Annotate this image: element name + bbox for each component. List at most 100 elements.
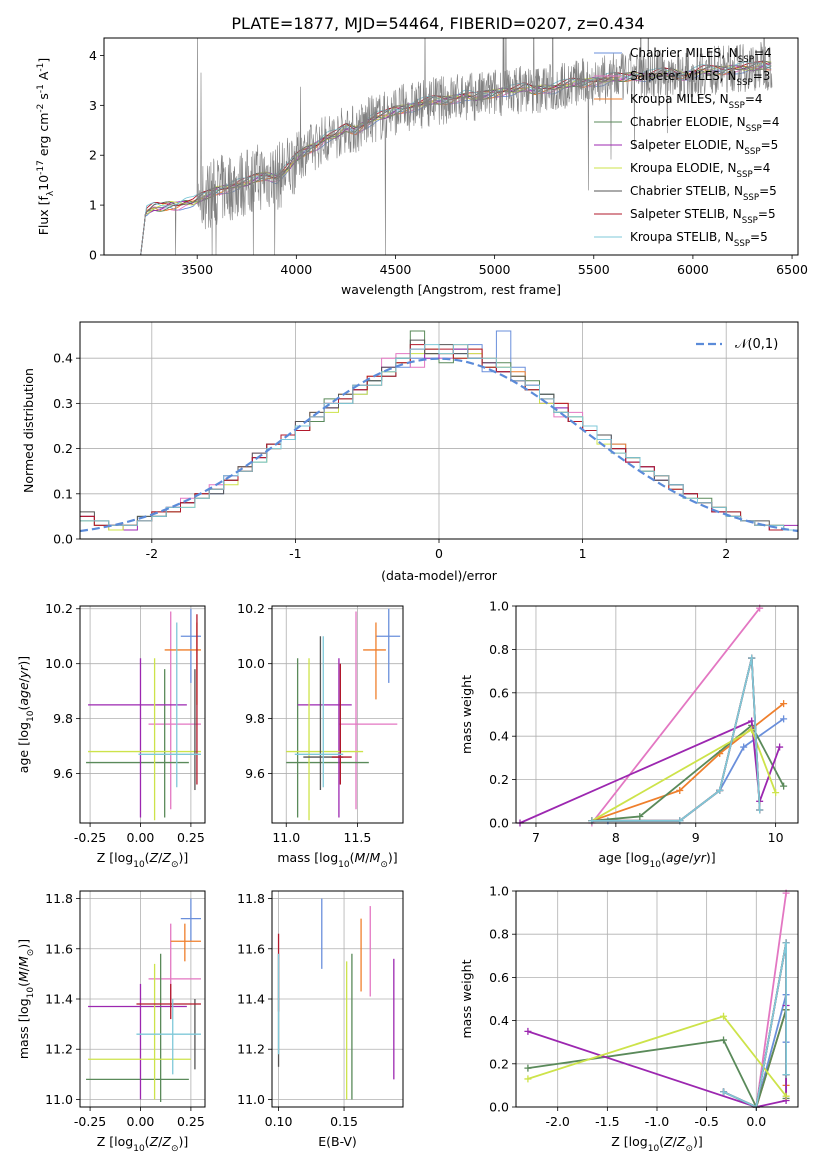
gaussian-curve	[79, 357, 799, 533]
y-tick-label: 9.8	[53, 711, 73, 726]
x-tick-label: 0.00	[127, 1114, 155, 1129]
mass-weight-vs-age-plot-area	[516, 604, 788, 827]
mass-weight-line	[723, 942, 787, 1109]
x-tick-label: -0.25	[74, 1114, 106, 1129]
x-tick-label: 0.00	[127, 830, 155, 845]
y-tick-label: 11.2	[237, 1042, 265, 1057]
marker-plus	[748, 726, 756, 734]
mass-weight-vs-Z-x-label: Z [log10(Z/Z⊙)]	[611, 1134, 703, 1154]
legend-entry: Chabrier ELODIE, NSSP=4	[630, 115, 779, 134]
x-tick-label: -1	[289, 546, 301, 561]
marker-plus	[782, 939, 790, 947]
y-tick-label: 10.2	[45, 601, 73, 616]
mass-vs-EBV-grid	[272, 891, 403, 1107]
age-vs-Z-frame	[79, 605, 206, 824]
y-tick-label: 0.8	[489, 927, 509, 942]
age-vs-mass-grid	[272, 606, 403, 823]
y-tick-label: 1.0	[489, 884, 509, 899]
y-tick-label: 10.2	[237, 601, 265, 616]
y-tick-label: 11.6	[45, 941, 73, 956]
x-tick-label: -1.0	[645, 1114, 669, 1129]
x-tick-label: 9	[692, 830, 700, 845]
y-tick-label: 0.2	[489, 772, 509, 787]
y-tick-label: 10.0	[237, 656, 265, 671]
y-tick-label: 0.2	[53, 441, 73, 456]
x-tick-label: 11.5	[344, 830, 372, 845]
x-tick-label: 11.0	[272, 830, 300, 845]
x-tick-label: 4000	[280, 262, 312, 277]
age-vs-mass-frame	[271, 605, 404, 824]
y-tick-label: 11.6	[237, 941, 265, 956]
marker-plus	[756, 806, 764, 814]
marker-plus	[748, 717, 756, 725]
marker-plus	[780, 782, 788, 790]
mass-weight-vs-age-y-label: mass weight	[459, 675, 474, 754]
y-tick-label: 11.4	[237, 992, 265, 1007]
mass-weight-line	[591, 724, 785, 822]
legend-entry: Salpeter ELODIE, NSSP=5	[630, 138, 778, 157]
mass-vs-EBV-axes: 0.10 0.15 11.0 11.2 11.4 11.6 11.8 E(B-V)	[237, 890, 404, 1149]
age-vs-Z-y-label: age [log10(age/yr)]	[16, 656, 36, 773]
marker-plus	[782, 1071, 790, 1079]
x-tick-label: 0	[435, 546, 443, 561]
y-tick-label: 11.8	[237, 891, 265, 906]
y-tick-label: 9.6	[53, 766, 73, 781]
histogram-plot-area	[79, 330, 799, 539]
legend-entry: Kroupa MILES, NSSP=4	[630, 92, 763, 111]
mass-weight-line	[755, 893, 787, 1108]
x-tick-label: 0.10	[265, 1114, 293, 1129]
y-tick-label: 0.3	[53, 396, 73, 411]
mass-weight-vs-age-axes: 7 8 9 10 0.0 0.2 0.4 0.6 0.8 1.0 age [log10(age/yr…	[459, 599, 799, 870]
x-tick-label: 3500	[181, 262, 213, 277]
spectrum-x-label: wavelength [Angstrom, rest frame]	[341, 282, 561, 297]
y-tick-label: 1	[89, 198, 97, 213]
marker-plus	[780, 700, 788, 708]
spectrum-lines	[140, 38, 773, 255]
marker-plus	[748, 654, 756, 662]
mass-vs-Z-y-label: mass [log10(M/M⊙)]	[16, 939, 36, 1059]
y-tick-label: 11.4	[45, 992, 73, 1007]
spectrum-title: PLATE=1877, MJD=54464, FIBERID=0207, z=0…	[231, 14, 644, 33]
x-tick-label: 8	[612, 830, 620, 845]
mass-weight-vs-age-x-label: age [log10(age/yr)]	[598, 850, 715, 870]
histogram-y-label: Normed distribution	[21, 368, 36, 493]
marker-plus	[772, 789, 780, 797]
spectrum-legend: Chabrier MILES, NSSP=4 Salpeter MILES, NS…	[594, 46, 779, 249]
marker-plus	[720, 1088, 728, 1096]
spectrum-y-label: Flux [fλ10-17 erg cm-2 s-1 A-1]	[36, 58, 56, 236]
x-tick-label: 5500	[578, 262, 610, 277]
y-tick-label: 0.4	[53, 351, 73, 366]
mass-vs-Z-grid	[80, 891, 205, 1107]
legend-entry: Salpeter MILES, NSSP=3	[630, 69, 770, 88]
x-tick-label: 2	[722, 546, 730, 561]
mass-vs-EBV-plot-area	[277, 898, 395, 1100]
age-vs-Z-axes: -0.25 0.00 0.25 9.6 9.8 10.0 10.2 Z [log10(Z/Z⊙…	[16, 601, 206, 870]
marker-plus	[524, 1027, 532, 1035]
x-tick-label: 10	[768, 830, 784, 845]
mass-weight-line	[723, 942, 787, 1109]
x-tick-label: -2	[146, 546, 158, 561]
y-tick-label: 0.6	[489, 970, 509, 985]
y-tick-label: 0.4	[489, 1013, 509, 1028]
y-tick-label: 0	[89, 248, 97, 263]
y-tick-label: 0.2	[489, 1056, 509, 1071]
y-tick-label: 9.6	[245, 766, 265, 781]
mass-weight-vs-Z-y-label: mass weight	[459, 959, 474, 1038]
mass-vs-Z-x-label: Z [log10(Z/Z⊙)]	[97, 1134, 189, 1154]
marker-plus	[776, 743, 784, 751]
y-tick-label: 0.0	[489, 816, 509, 831]
marker-plus	[780, 715, 788, 723]
histogram-x-label: (data-model)/error	[381, 568, 498, 583]
y-tick-label: 11.2	[45, 1042, 73, 1057]
legend-entry: Chabrier MILES, NSSP=4	[630, 46, 772, 65]
y-tick-label: 11.8	[45, 891, 73, 906]
y-tick-label: 4	[89, 48, 97, 63]
x-tick-label: 0.25	[177, 830, 205, 845]
y-tick-label: 0.0	[489, 1100, 509, 1115]
y-tick-label: 10.0	[45, 656, 73, 671]
x-tick-label: 6500	[776, 262, 808, 277]
y-tick-label: 11.0	[45, 1092, 73, 1107]
mass-weight-vs-Z-axes: -2.0 -1.5 -1.0 -0.5 0.0 0.0 0.2 0.4 0.6 0.8 1.0 Z […	[459, 884, 799, 1154]
x-tick-label: 0.15	[330, 1114, 358, 1129]
